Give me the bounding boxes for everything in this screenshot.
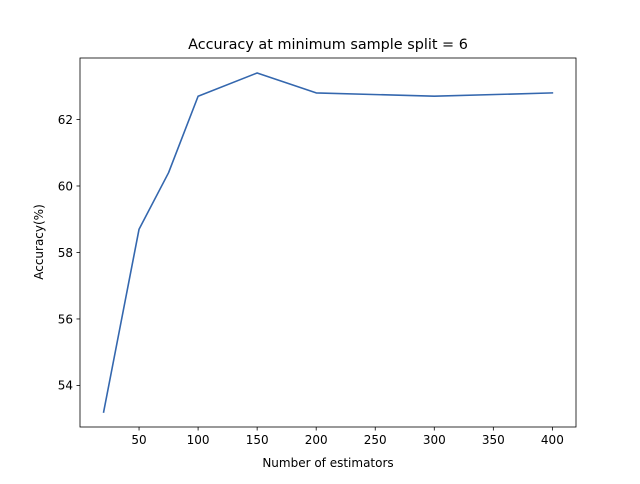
x-axis-label: Number of estimators [262,456,393,470]
y-tick-label: 60 [58,179,73,193]
plot-area-frame [79,57,577,428]
series-line [102,72,554,413]
y-axis-ticks: 54 56 58 60 62 [58,113,80,393]
x-tick-label: 200 [305,433,328,447]
y-tick-label: 62 [58,113,73,127]
x-tick-label: 400 [541,433,564,447]
x-tick-label: 350 [482,433,505,447]
x-axis-ticks: 50 100 150 200 250 300 350 400 [131,427,564,447]
y-tick-label: 56 [58,312,73,326]
x-tick-label: 50 [131,433,146,447]
series-layer [102,72,554,413]
chart-title: Accuracy at minimum sample split = 6 [188,37,468,53]
x-tick-label: 300 [423,433,446,447]
y-tick-label: 58 [58,246,73,260]
y-axis-label: Accuracy(%) [32,204,46,280]
y-tick-label: 54 [58,379,73,393]
x-tick-label: 100 [187,433,210,447]
x-tick-label: 250 [364,433,387,447]
x-tick-label: 150 [246,433,269,447]
